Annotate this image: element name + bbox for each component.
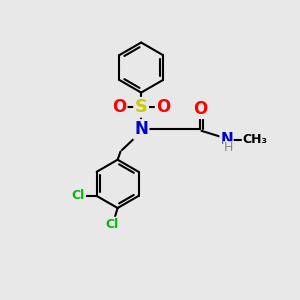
Text: N: N [134,120,148,138]
Text: CH₃: CH₃ [242,133,267,146]
Text: N: N [220,132,233,147]
Text: O: O [193,100,207,118]
Text: O: O [156,98,170,116]
Text: Cl: Cl [105,218,118,231]
Text: Cl: Cl [72,189,85,203]
Text: O: O [112,98,126,116]
Text: H: H [223,141,233,154]
Text: S: S [135,98,148,116]
